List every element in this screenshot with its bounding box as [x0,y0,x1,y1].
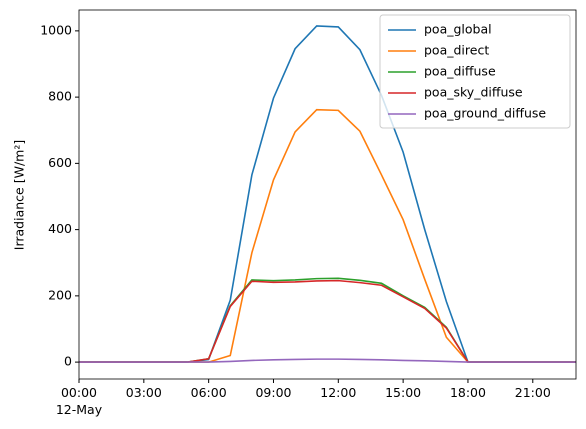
legend-box [379,14,571,129]
x-tick-label: 00:00 [61,385,97,400]
plot-frame [78,9,577,380]
series-line [79,358,576,363]
y-tick-label: 600 [48,155,72,170]
legend-label: poa_ground_diffuse [424,106,546,121]
x-tick-label: 18:00 [450,385,486,400]
x-tick-label: 12:00 [320,385,356,400]
y-tick-label: 200 [48,287,72,302]
series-line [79,277,576,363]
y-tick-label: 800 [48,89,72,104]
series-line [79,279,576,363]
y-tick-label: 1000 [40,22,72,37]
x-tick-label: 09:00 [255,385,291,400]
x-tick-label: 15:00 [385,385,421,400]
y-axis-label: Irradiance [W/m²] [12,140,27,250]
x-tick-label: 03:00 [126,385,162,400]
legend-label: poa_diffuse [424,64,496,79]
legend-label: poa_direct [424,43,489,58]
legend-label: poa_global [424,22,492,37]
x-tick-label: 06:00 [191,385,227,400]
y-tick-label: 400 [48,221,72,236]
y-tick-label: 0 [64,354,72,369]
legend-label: poa_sky_diffuse [424,85,523,100]
x-tick-label: 21:00 [515,385,551,400]
date-label: 12-May [56,402,103,417]
series-line [79,108,576,363]
